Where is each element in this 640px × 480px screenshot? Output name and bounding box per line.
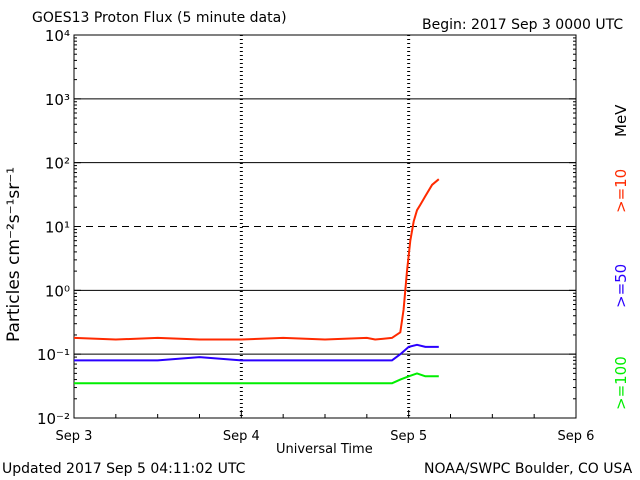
- y-tick-label: 10³: [45, 91, 70, 109]
- x-tick-label: Sep 6: [558, 429, 595, 444]
- y-tick-label: 10⁰: [45, 282, 70, 300]
- updated-time: Updated 2017 Sep 5 04:11:02 UTC: [2, 461, 246, 477]
- y-tick-label: 10⁻²: [37, 410, 70, 428]
- x-tick-label: Sep 3: [56, 429, 93, 444]
- begin-time: Begin: 2017 Sep 3 0000 UTC: [422, 17, 624, 33]
- y-tick-label: 10⁻¹: [37, 346, 70, 364]
- y-tick-label: 10¹: [45, 219, 70, 237]
- y-tick-label: 10²: [45, 155, 70, 173]
- y-tick-label: 10⁴: [45, 27, 70, 45]
- chart-title: GOES13 Proton Flux (5 minute data): [32, 10, 287, 26]
- x-tick-label: Sep 4: [223, 429, 260, 444]
- series-line-2: [74, 372, 439, 385]
- x-axis-label: Universal Time: [276, 442, 373, 457]
- legend-item-50mev: >=50: [612, 263, 630, 308]
- credit: NOAA/SWPC Boulder, CO USA: [424, 461, 633, 477]
- legend-item-10mev: >=10: [612, 168, 630, 213]
- series-line-1: [74, 343, 439, 362]
- legend-unit: MeV: [612, 104, 630, 137]
- legend-item-100mev: >=100: [612, 356, 630, 410]
- x-tick-label: Sep 5: [390, 429, 427, 444]
- series-line-0: [73, 178, 440, 341]
